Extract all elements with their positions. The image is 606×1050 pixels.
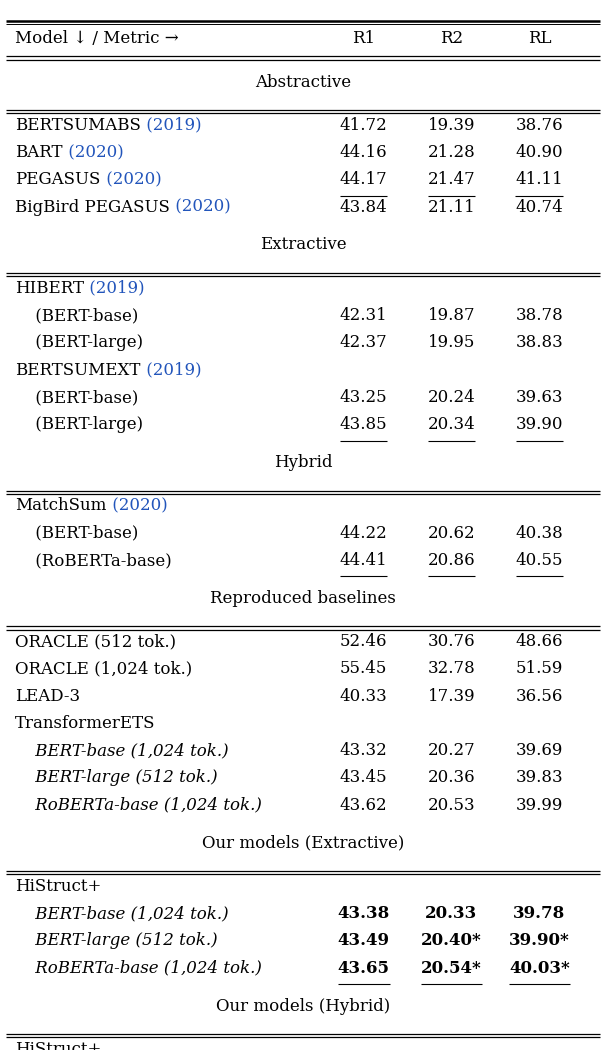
Text: R1: R1 (352, 30, 375, 47)
Text: RoBERTa-base (1,024 tok.): RoBERTa-base (1,024 tok.) (30, 797, 262, 814)
Text: 40.74: 40.74 (516, 198, 563, 215)
Text: 40.03*: 40.03* (509, 960, 570, 977)
Text: PEGASUS: PEGASUS (15, 171, 101, 188)
Text: (2019): (2019) (84, 279, 145, 297)
Text: (BERT-large): (BERT-large) (30, 334, 144, 352)
Text: 40.38: 40.38 (516, 525, 563, 542)
Text: (2020): (2020) (101, 171, 161, 188)
Text: 20.24: 20.24 (428, 388, 475, 406)
Text: 43.38: 43.38 (338, 905, 390, 922)
Text: 41.72: 41.72 (340, 117, 387, 133)
Text: 21.11: 21.11 (428, 198, 475, 215)
Text: 39.63: 39.63 (516, 388, 563, 406)
Text: 20.62: 20.62 (428, 525, 475, 542)
Text: 43.49: 43.49 (338, 932, 390, 949)
Text: (BERT-base): (BERT-base) (30, 388, 139, 406)
Text: HIBERT: HIBERT (15, 279, 84, 297)
Text: 20.27: 20.27 (428, 742, 475, 759)
Text: 39.99: 39.99 (516, 797, 563, 814)
Text: 39.90: 39.90 (516, 416, 563, 434)
Text: MatchSum: MatchSum (15, 498, 107, 514)
Text: (2020): (2020) (170, 198, 231, 215)
Text: RoBERTa-base (1,024 tok.): RoBERTa-base (1,024 tok.) (30, 960, 262, 977)
Text: 43.85: 43.85 (340, 416, 387, 434)
Text: 36.56: 36.56 (516, 688, 563, 705)
Text: 39.69: 39.69 (516, 742, 563, 759)
Text: HiStruct+: HiStruct+ (15, 878, 102, 895)
Text: (BERT-base): (BERT-base) (30, 525, 139, 542)
Text: 40.55: 40.55 (516, 552, 563, 569)
Text: 51.59: 51.59 (516, 660, 563, 677)
Text: (BERT-large): (BERT-large) (30, 416, 144, 434)
Text: 43.84: 43.84 (340, 198, 387, 215)
Text: 20.53: 20.53 (428, 797, 475, 814)
Text: 39.78: 39.78 (513, 905, 565, 922)
Text: 44.41: 44.41 (340, 552, 387, 569)
Text: 21.47: 21.47 (428, 171, 475, 188)
Text: 39.83: 39.83 (516, 770, 563, 786)
Text: 21.28: 21.28 (428, 144, 475, 161)
Text: ORACLE (512 tok.): ORACLE (512 tok.) (15, 633, 176, 650)
Text: 30.76: 30.76 (428, 633, 475, 650)
Text: 44.22: 44.22 (340, 525, 387, 542)
Text: BERT-base (1,024 tok.): BERT-base (1,024 tok.) (30, 905, 229, 922)
Text: TransformerETS: TransformerETS (15, 715, 156, 732)
Text: Our models (Hybrid): Our models (Hybrid) (216, 998, 390, 1014)
Text: 17.39: 17.39 (428, 688, 475, 705)
Text: 38.76: 38.76 (516, 117, 563, 133)
Text: 20.86: 20.86 (428, 552, 475, 569)
Text: (RoBERTa-base): (RoBERTa-base) (30, 552, 172, 569)
Text: 44.16: 44.16 (340, 144, 387, 161)
Text: 42.31: 42.31 (340, 307, 387, 324)
Text: 43.32: 43.32 (340, 742, 387, 759)
Text: HiStruct+: HiStruct+ (15, 1041, 102, 1050)
Text: (2020): (2020) (107, 498, 167, 514)
Text: BERTSUMEXT: BERTSUMEXT (15, 361, 141, 379)
Text: BERTSUMABS: BERTSUMABS (15, 117, 141, 133)
Text: BART: BART (15, 144, 62, 161)
Text: Abstractive: Abstractive (255, 74, 351, 90)
Text: 38.78: 38.78 (516, 307, 563, 324)
Text: 38.83: 38.83 (516, 334, 563, 352)
Text: (2019): (2019) (141, 117, 202, 133)
Text: 55.45: 55.45 (340, 660, 387, 677)
Text: Reproduced baselines: Reproduced baselines (210, 590, 396, 607)
Text: BigBird PEGASUS: BigBird PEGASUS (15, 198, 170, 215)
Text: 52.46: 52.46 (340, 633, 387, 650)
Text: 20.34: 20.34 (428, 416, 475, 434)
Text: 41.11: 41.11 (516, 171, 563, 188)
Text: 43.62: 43.62 (340, 797, 387, 814)
Text: R2: R2 (440, 30, 463, 47)
Text: BERT-large (512 tok.): BERT-large (512 tok.) (30, 770, 218, 786)
Text: 39.90*: 39.90* (509, 932, 570, 949)
Text: 20.36: 20.36 (428, 770, 475, 786)
Text: (BERT-base): (BERT-base) (30, 307, 139, 324)
Text: ORACLE (1,024 tok.): ORACLE (1,024 tok.) (15, 660, 192, 677)
Text: 40.90: 40.90 (516, 144, 563, 161)
Text: 43.45: 43.45 (340, 770, 387, 786)
Text: (2019): (2019) (141, 361, 201, 379)
Text: 20.33: 20.33 (425, 905, 478, 922)
Text: RL: RL (528, 30, 551, 47)
Text: 43.25: 43.25 (340, 388, 387, 406)
Text: 20.40*: 20.40* (421, 932, 482, 949)
Text: 19.95: 19.95 (428, 334, 475, 352)
Text: LEAD-3: LEAD-3 (15, 688, 80, 705)
Text: BERT-base (1,024 tok.): BERT-base (1,024 tok.) (30, 742, 229, 759)
Text: 32.78: 32.78 (428, 660, 475, 677)
Text: 43.65: 43.65 (338, 960, 390, 977)
Text: 48.66: 48.66 (516, 633, 563, 650)
Text: 40.33: 40.33 (340, 688, 387, 705)
Text: Hybrid: Hybrid (274, 454, 332, 471)
Text: Extractive: Extractive (260, 236, 346, 253)
Text: 19.87: 19.87 (428, 307, 475, 324)
Text: 44.17: 44.17 (340, 171, 387, 188)
Text: 19.39: 19.39 (428, 117, 475, 133)
Text: BERT-large (512 tok.): BERT-large (512 tok.) (30, 932, 218, 949)
Text: Model ↓ / Metric →: Model ↓ / Metric → (15, 30, 179, 47)
Text: (2020): (2020) (62, 144, 124, 161)
Text: 42.37: 42.37 (340, 334, 387, 352)
Text: Our models (Extractive): Our models (Extractive) (202, 835, 404, 852)
Text: 20.54*: 20.54* (421, 960, 482, 977)
